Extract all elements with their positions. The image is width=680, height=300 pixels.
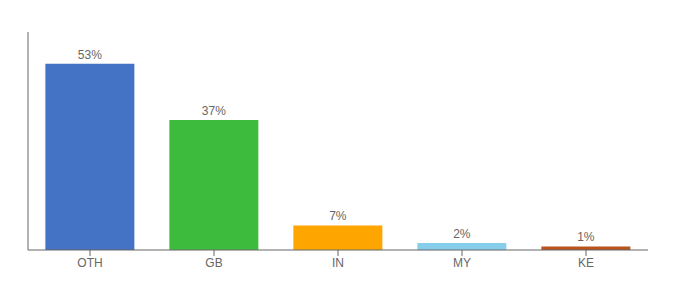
svg-text:IN: IN (332, 256, 344, 270)
svg-text:2%: 2% (453, 227, 471, 241)
svg-text:1%: 1% (577, 230, 595, 244)
svg-text:KE: KE (578, 256, 594, 270)
svg-text:GB: GB (205, 256, 222, 270)
svg-text:37%: 37% (202, 104, 226, 118)
svg-text:OTH: OTH (77, 256, 102, 270)
svg-text:53%: 53% (78, 48, 102, 62)
svg-text:7%: 7% (329, 209, 347, 223)
svg-text:MY: MY (453, 256, 471, 270)
